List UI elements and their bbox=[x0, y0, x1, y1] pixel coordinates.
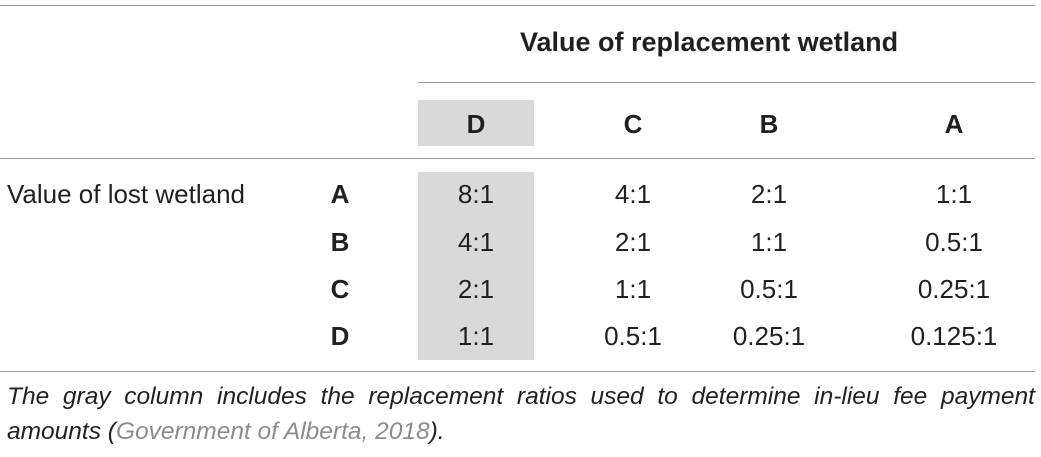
table-caption: The gray column includes the replacement… bbox=[7, 379, 1035, 449]
spanning-header: Value of replacement wetland bbox=[520, 27, 899, 57]
table-cell: 2:1 bbox=[614, 227, 652, 257]
row-label-d: D bbox=[330, 321, 350, 351]
row-label-b: B bbox=[330, 227, 350, 257]
table-cell: 2:1 bbox=[457, 274, 495, 304]
caption-end: ). bbox=[429, 418, 445, 445]
top-rule bbox=[0, 5, 1035, 6]
column-header-d: D bbox=[466, 109, 486, 139]
table-cell: 1:1 bbox=[614, 274, 652, 304]
table-cell: 0.25:1 bbox=[732, 321, 806, 351]
table-cell: 4:1 bbox=[614, 179, 652, 209]
table-cell: 1:1 bbox=[457, 321, 495, 351]
column-header-c: C bbox=[623, 109, 643, 139]
row-label-a: A bbox=[330, 179, 350, 209]
table-cell: 0.125:1 bbox=[910, 321, 998, 351]
caption-text: The gray column includes the replacement… bbox=[7, 383, 1035, 445]
highlight-column-body bbox=[418, 172, 534, 360]
table-cell: 1:1 bbox=[935, 179, 973, 209]
table-bottom-rule bbox=[0, 371, 1035, 372]
row-label-c: C bbox=[330, 274, 350, 304]
table-cell: 0.5:1 bbox=[740, 274, 798, 304]
column-header-b: B bbox=[759, 109, 779, 139]
table-cell: 0.5:1 bbox=[604, 321, 662, 351]
table-cell: 4:1 bbox=[457, 227, 495, 257]
highlight-header-cell bbox=[418, 100, 534, 146]
header-bottom-rule bbox=[0, 158, 1035, 159]
table-cell: 8:1 bbox=[457, 179, 495, 209]
row-group-label: Value of lost wetland bbox=[7, 179, 245, 209]
table-cell: 1:1 bbox=[750, 227, 788, 257]
table-cell: 0.5:1 bbox=[925, 227, 983, 257]
table-cell: 0.25:1 bbox=[917, 274, 991, 304]
table-cell: 2:1 bbox=[750, 179, 788, 209]
citation-link[interactable]: Government of Alberta, 2018 bbox=[115, 418, 430, 445]
column-header-a: A bbox=[944, 109, 964, 139]
spanning-header-rule bbox=[418, 82, 1035, 83]
